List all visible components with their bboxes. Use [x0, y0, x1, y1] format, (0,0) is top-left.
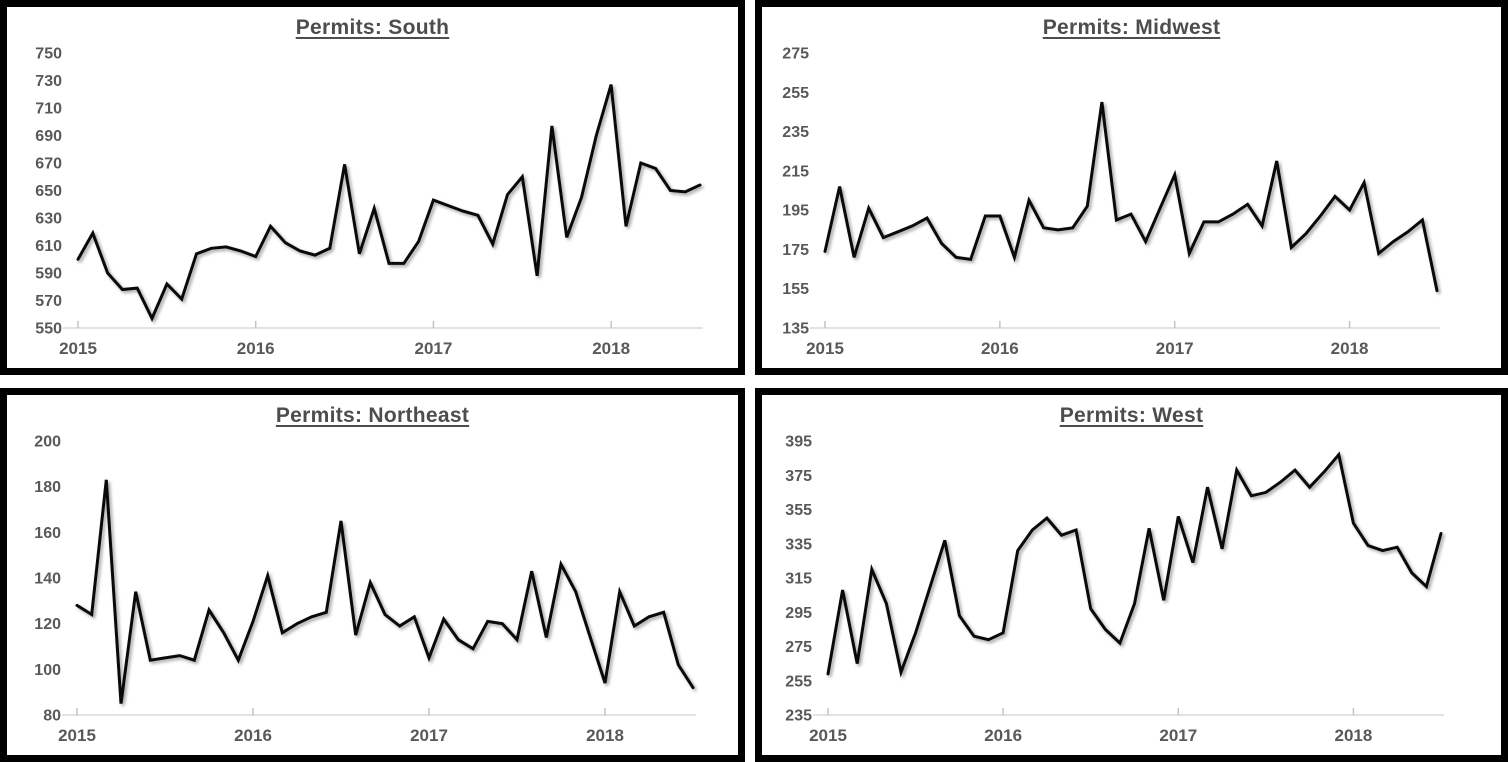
chart-panel-south: Permits: South 2015 2016 2017 2018 750 730 710… [0, 0, 745, 375]
x-axis-label: 2018 [592, 339, 630, 358]
x-axis-label: 2016 [234, 726, 272, 745]
y-axis-label: 255 [782, 85, 809, 102]
y-axis-label: 730 [35, 73, 62, 90]
y-axis-label: 670 [35, 156, 62, 173]
x-axis-label: 2016 [981, 339, 1019, 358]
y-axis-label: 590 [35, 266, 62, 283]
x-axis-label: 2015 [59, 339, 97, 358]
line-chart-west: 2015 2016 2017 2018 395 375 355 335 315 295 275 255… [785, 434, 1444, 745]
y-axis-label: 120 [34, 616, 61, 633]
chart-title-northeast: Permits: Northeast [275, 404, 470, 427]
y-axis-label: 710 [35, 101, 62, 118]
x-axis-label: 2015 [58, 726, 96, 745]
y-axis-label: 750 [35, 46, 62, 63]
chart-panel-west: Permits: West 2015 2016 2017 2018 395 375 355 3… [755, 388, 1508, 762]
y-axis-label: 235 [782, 124, 809, 141]
y-axis-label: 630 [35, 211, 62, 228]
y-axis-label: 155 [782, 281, 809, 298]
chart-panel-northeast: Permits: Northeast 2015 2016 2017 2018 200 18… [0, 388, 745, 762]
y-axis-label: 80 [43, 708, 61, 725]
x-axis-label: 2016 [984, 726, 1022, 745]
y-axis-label: 275 [782, 46, 809, 63]
permits-series-line-midwest [823, 101, 1439, 293]
y-axis-label: 315 [785, 571, 812, 588]
chart-title-south: Permits: South [295, 16, 450, 39]
y-axis-label: 215 [782, 163, 809, 180]
line-chart-midwest: 2015 2016 2017 2018 275 255 235 215 195 175 155 135 [782, 46, 1440, 358]
x-axis-label: 2016 [237, 339, 275, 358]
line-chart-south: 2015 2016 2017 2018 750 730 710 690 670 650 630 610… [35, 46, 703, 358]
y-axis-label: 140 [34, 571, 61, 588]
x-axis-label: 2017 [1156, 339, 1194, 358]
y-axis-label: 650 [35, 183, 62, 200]
y-axis-label: 295 [785, 605, 812, 622]
y-axis-label: 375 [785, 468, 812, 485]
y-axis-label: 160 [34, 525, 61, 542]
y-axis-label: 100 [34, 662, 61, 679]
y-axis-label: 570 [35, 293, 62, 310]
permits-series-line-south [76, 84, 702, 322]
x-axis-label: 2015 [806, 339, 844, 358]
permits-series-line-northeast [75, 479, 695, 704]
x-axis-label: 2015 [809, 726, 847, 745]
chart-panel-midwest: Permits: Midwest 2015 2016 2017 2018 275 255 2… [755, 0, 1508, 375]
permits-series-line-west [826, 451, 1443, 678]
x-axis-label: 2018 [1335, 726, 1373, 745]
x-axis-label: 2018 [586, 726, 624, 745]
y-axis-label: 180 [34, 479, 61, 496]
x-axis-label: 2018 [1331, 339, 1369, 358]
chart-title-west: Permits: West [1059, 404, 1204, 427]
y-axis-label: 610 [35, 238, 62, 255]
y-axis-label: 690 [35, 128, 62, 145]
x-axis-label: 2017 [415, 339, 453, 358]
y-axis-label: 335 [785, 536, 812, 553]
x-axis-label: 2017 [1159, 726, 1197, 745]
y-axis-label: 235 [785, 708, 812, 725]
y-axis-label: 355 [785, 502, 812, 519]
y-axis-label: 200 [34, 434, 61, 451]
x-axis-label: 2017 [410, 726, 448, 745]
y-axis-label: 175 [782, 242, 809, 259]
y-axis-label: 255 [785, 673, 812, 690]
y-axis-label: 550 [35, 321, 62, 338]
y-axis-label: 195 [782, 203, 809, 220]
chart-title-midwest: Permits: Midwest [1042, 16, 1221, 39]
line-chart-northeast: 2015 2016 2017 2018 200 180 160 140 120 100 80 [34, 434, 696, 745]
y-axis-label: 395 [785, 434, 812, 451]
y-axis-label: 275 [785, 639, 812, 656]
y-axis-label: 135 [782, 321, 809, 338]
